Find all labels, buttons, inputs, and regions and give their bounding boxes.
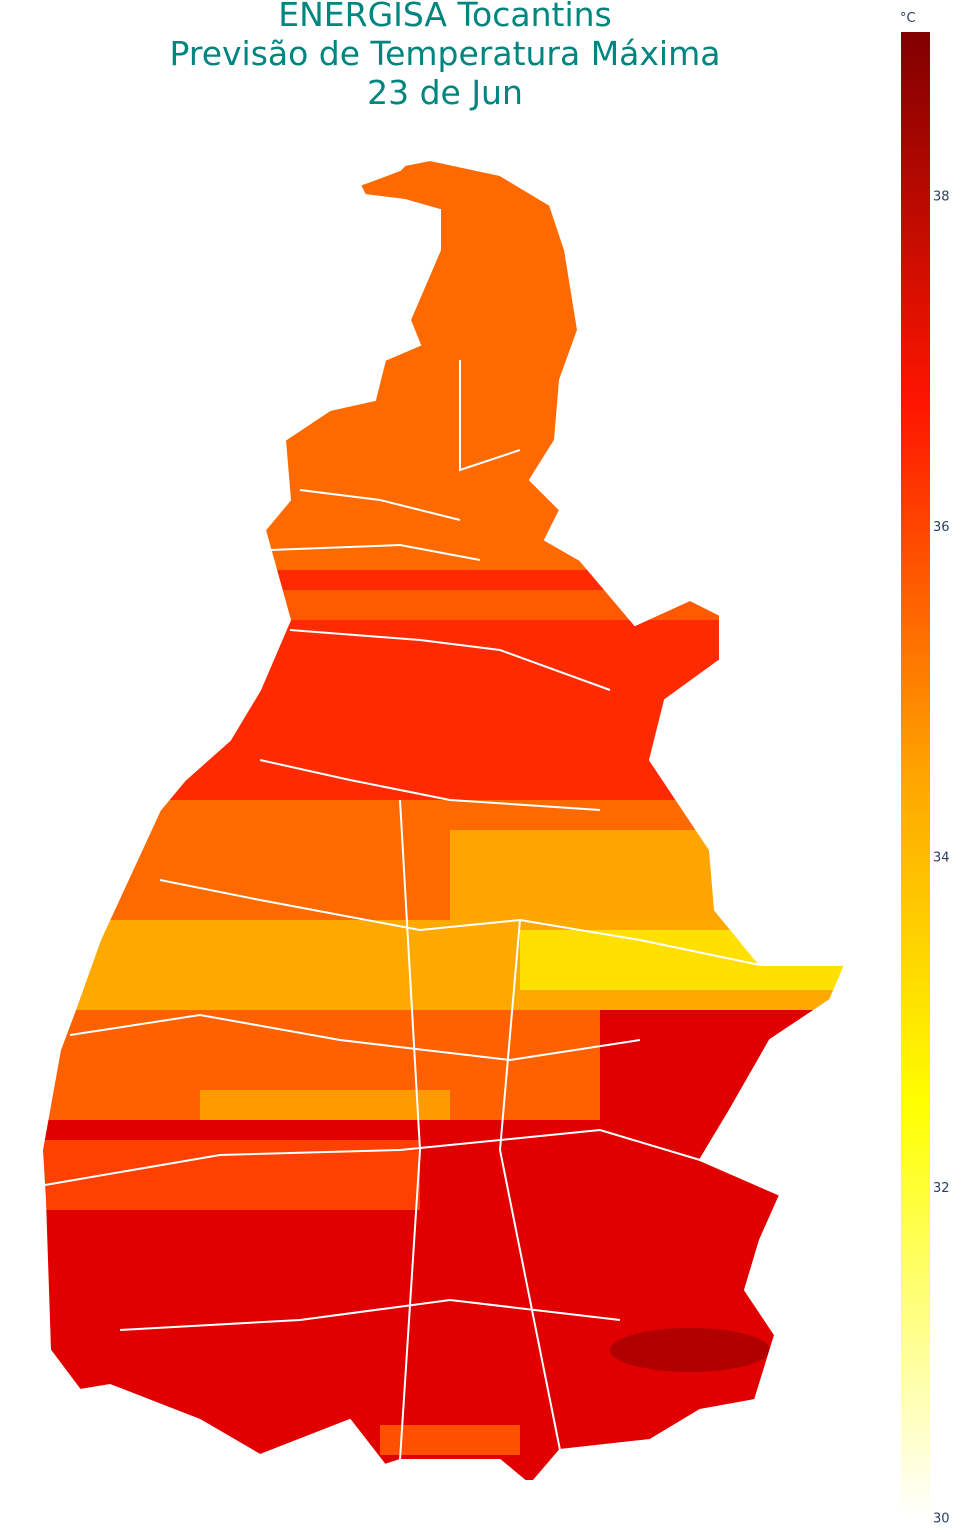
colorbar	[901, 32, 930, 1520]
temperature-field	[42, 160, 845, 1480]
colorbar-tick-label: 38	[933, 190, 950, 205]
colorbar-tick-label: 34	[933, 851, 950, 866]
title-line: Previsão de Temperatura Máxima	[170, 34, 721, 73]
colorbar-tick-label: 36	[933, 520, 950, 535]
colorbar-tick-label: 30	[933, 1512, 950, 1527]
colorbar-ticks: 30 32 34 36 38	[933, 190, 950, 1527]
colorbar-title: °C	[900, 11, 916, 26]
municipal-borders	[44, 360, 761, 1461]
title-line: 23 de Jun	[367, 73, 523, 112]
title-line: ENERGISA Tocantins	[278, 0, 611, 34]
colorbar-tick-label: 32	[933, 1181, 950, 1196]
